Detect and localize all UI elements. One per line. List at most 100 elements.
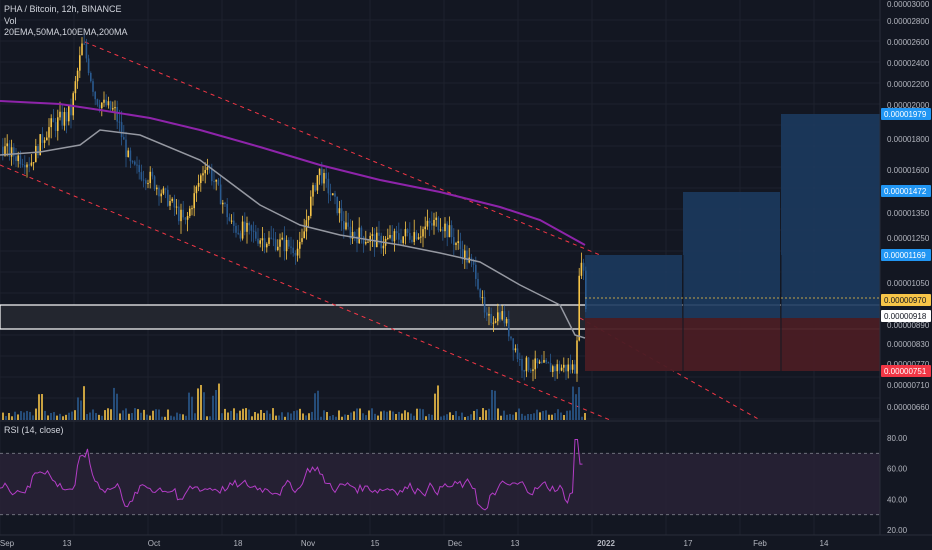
candle-body [46,137,48,141]
candle-body [252,230,255,232]
volume-bar [341,416,343,420]
time-tick-label: Oct [148,539,161,548]
volume-bar [62,416,64,420]
candle-body [173,198,176,208]
candle-body [387,237,389,239]
volume-bar [131,413,133,420]
volume-bar [146,414,148,420]
candle-body [6,143,8,147]
candle-body [186,216,189,220]
symbol-title: PHA / Bitcoin, 12h, BINANCE [4,4,122,14]
price-tag-bg [881,108,931,120]
candle-body [79,55,81,71]
volume-bar [404,410,406,420]
volume-bar [92,409,94,420]
candle-body [206,167,209,170]
volume-bar [458,416,460,420]
volume-bar [239,410,241,420]
rsi-tick-label: 60.00 [887,465,908,474]
time-tick-label: 14 [820,539,829,548]
candle-body [499,312,501,320]
candle-body [259,240,261,244]
time-tick-label: Dec [448,539,462,548]
volume-bar [575,394,577,420]
candle-body [162,188,165,194]
volume-bar [344,414,346,420]
volume-bar [149,415,151,420]
volume-bar [332,414,334,420]
candle-body [244,221,246,232]
price-tick-label: 0.00001250 [887,234,930,243]
price-tick-label: 0.00000830 [887,340,930,349]
candle-body [189,208,191,217]
candle-body [39,134,41,156]
volume-bar [107,408,109,420]
candle-body [312,185,314,197]
price-tick-label: 0.00001600 [887,166,930,175]
volume-bar [500,415,502,420]
candle-body [325,172,327,179]
candle-body [450,225,453,238]
candle-body [41,134,44,143]
price-tick-label: 0.00001350 [887,209,930,218]
volume-bar [41,394,43,420]
volume-bar [167,409,169,420]
volume-bar [74,410,76,420]
volume-bar [578,387,580,420]
volume-bar [209,416,211,420]
volume-bar [365,415,367,420]
candle-body [134,161,136,165]
candle-body [523,370,525,372]
volume-bar [512,414,514,420]
candle-body [334,193,336,197]
candle-body [28,164,30,166]
price-tick-label: 0.00002600 [887,38,930,47]
candle-body [241,221,244,239]
volume-bar [335,416,337,420]
candle-body [420,236,422,238]
candle-body [37,146,39,156]
candle-body [303,231,305,239]
volume-bar [134,408,136,420]
candle-body [270,237,272,239]
candle-body [228,217,231,221]
candle-body [435,217,437,220]
candle-body [299,241,301,249]
price-tag-bg [881,294,931,306]
candle-body [118,121,121,123]
volume-bar [446,414,448,420]
candle-body [510,336,512,339]
candle-body [224,202,226,204]
candle-body [61,111,63,126]
volume-bar [128,413,130,420]
volume-bar [431,414,433,420]
candle-body [490,313,492,324]
candle-body [455,243,457,245]
candle-body [415,232,418,240]
indicator-legend: 20EMA,50MA,100EMA,200MA [4,27,128,37]
volume-bar [143,409,145,420]
candle-body [98,104,101,109]
price-tag-label: 0.00000918 [884,312,927,321]
candle-body [107,101,110,106]
volume-bar [302,413,304,420]
volume-bar [176,412,178,420]
candle-body [24,165,26,168]
candle-body [116,107,118,122]
volume-bar [275,415,277,420]
candle-body [70,105,72,116]
volume-bar [161,416,163,420]
candle-body [87,58,90,73]
candle-body [503,311,506,324]
candle-body [534,358,536,370]
candle-body [140,172,143,180]
volume-bar [350,412,352,420]
volume-bar [227,412,229,420]
candle-body [30,162,33,166]
volume-bar [320,416,322,420]
candle-body [439,229,442,231]
price-tick-label: 0.00000770 [887,360,930,369]
candle-body [138,165,140,173]
volume-bar [470,414,472,420]
